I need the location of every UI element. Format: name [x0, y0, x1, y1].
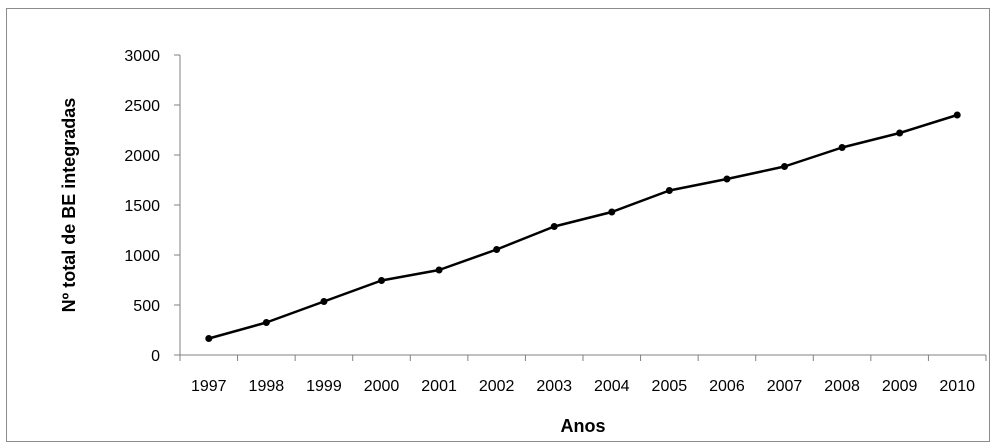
y-tick-label: 1000	[124, 248, 160, 265]
x-tick-label: 2009	[882, 378, 918, 395]
data-point	[953, 111, 961, 119]
y-tick-label: 0	[151, 348, 160, 365]
x-axis: 1997 1998 1999 2000 2001 2002 2003 2004 2005 2006…	[179, 354, 987, 395]
x-tick-label: 2005	[652, 378, 688, 395]
x-tick-label: 2008	[824, 378, 860, 395]
y-tick-label: 3000	[124, 48, 160, 65]
data-point	[723, 175, 731, 183]
data-point	[320, 298, 328, 305]
y-axis: 0 500 1000 1500 2000 2500 3000	[124, 48, 181, 365]
y-tick-label: 1500	[124, 198, 160, 215]
x-tick-label: 1999	[306, 378, 342, 395]
data-point	[378, 277, 385, 284]
x-tick-label: 2000	[364, 378, 400, 395]
data-point	[781, 163, 788, 170]
data-point	[205, 335, 213, 342]
series-layer	[205, 111, 961, 342]
y-tick-label: 2000	[124, 148, 160, 165]
x-tick-label: 2001	[421, 378, 457, 395]
data-point	[435, 266, 443, 274]
x-tick-label: 1998	[249, 378, 285, 395]
data-point	[262, 319, 270, 326]
series-line	[208, 113, 958, 340]
x-tick-label: 2006	[709, 378, 745, 395]
x-tick-label: 1997	[191, 378, 227, 395]
x-axis-title: Anos	[561, 416, 606, 436]
y-tick-label: 500	[133, 298, 160, 315]
x-tick-label: 2004	[594, 378, 630, 395]
x-tick-label: 2010	[939, 378, 975, 395]
data-point	[550, 223, 558, 230]
chart-area	[6, 8, 990, 442]
data-point	[608, 208, 616, 216]
x-tick-label: 2007	[767, 378, 803, 395]
data-point	[665, 187, 673, 194]
data-point	[896, 129, 904, 137]
data-point	[493, 246, 501, 253]
x-tick-label: 2003	[536, 378, 572, 395]
data-point	[838, 144, 846, 151]
y-axis-title: Nº total de BE integradas	[59, 98, 79, 313]
y-tick-label: 2500	[124, 98, 160, 115]
x-tick-label: 2002	[479, 378, 515, 395]
